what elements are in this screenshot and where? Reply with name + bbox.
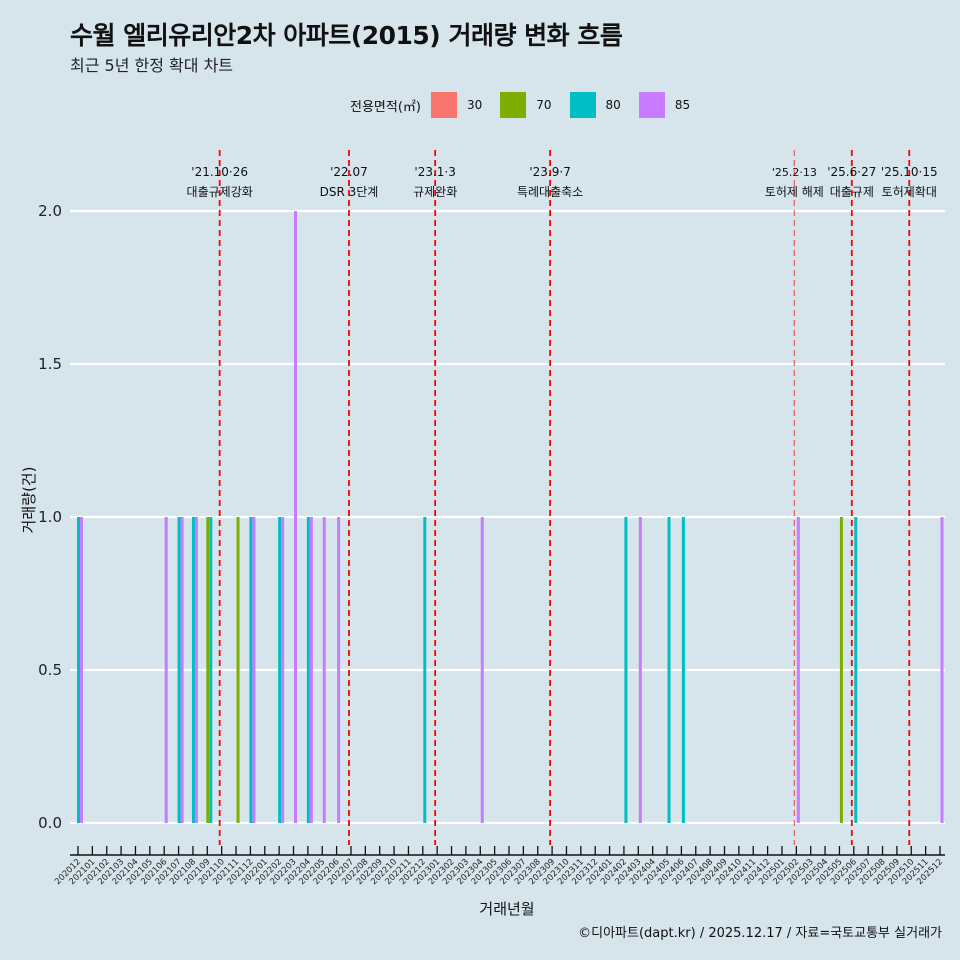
legend: 전용면적(㎡) 30 70 80 85 [350,92,708,118]
bar-202506-80 [854,517,858,823]
bar-202206-85 [337,517,341,823]
bar-202012-80 [77,517,80,823]
event-date: '23.1·3 [414,165,455,179]
bar-202111-70 [236,517,240,823]
bar-202107-80 [177,517,181,823]
bar-202212-80 [423,517,427,823]
event-date: '25.10·15 [881,165,938,179]
bar-202512-85 [940,517,944,823]
event-label: 대출규제강화 [187,185,253,199]
event-date: '22.07 [330,165,368,179]
bar-202106-85 [164,517,168,823]
y-axis-title: 거래량(건) [20,467,38,534]
event-label: 토허제 해제 [765,185,824,199]
bar-202406-80 [681,517,685,823]
chart-subtitle: 최근 5년 한정 확대 차트 [70,56,234,75]
event-date: '23.9·7 [529,165,570,179]
bar-202405-80 [667,517,671,823]
x-axis-title: 거래년월 [479,900,534,918]
event-label: 특례대출축소 [517,185,583,199]
bar-202112-85 [252,517,256,823]
bar-202304-85 [480,517,484,823]
event-label: 규제완화 [413,185,457,199]
legend-label-70: 70 [536,98,552,112]
bar-202502-85 [796,517,800,823]
chart-title: 수월 엘리유리안2차 아파트(2015) 거래량 변화 흐름 [70,21,623,50]
bar-202108-85 [194,517,198,823]
legend-label-30: 30 [466,98,483,112]
bar-202112-80 [249,517,253,823]
legend-key-70 [500,92,527,118]
bar-202108-80 [191,517,195,823]
y-tick-label: 0.0 [38,814,62,832]
bar-202012-85 [80,517,83,823]
source-caption: ©디아파트(dapt.kr) / 2025.12.17 / 자료=국토교통부 실… [578,926,942,941]
event-label: 대출규제 [830,185,874,199]
event-date: '25.2·13 [772,166,817,179]
bar-202402-80 [624,517,628,823]
event-date: '21.10·26 [191,165,248,179]
bar-202107-85 [180,517,184,823]
event-date: '25.6·27 [827,165,876,179]
legend-label-80: 80 [605,98,621,112]
legend-label-85: 85 [674,98,691,112]
legend-key-30 [430,92,457,118]
bar-202109-80 [209,517,213,823]
y-tick-label: 1.0 [38,508,62,526]
bar-202202-80 [278,517,282,823]
event-label: DSR 3단계 [320,185,379,199]
event-label: 토허제확대 [882,185,937,199]
bar-202403-85 [638,517,642,823]
bar-202204-80 [306,517,310,823]
y-tick-label: 2.0 [38,202,62,220]
y-tick-label: 1.5 [38,355,62,373]
bar-202505-70 [839,517,843,823]
y-tick-label: 0.5 [38,661,62,679]
bar-202204-85 [309,517,313,823]
legend-key-80 [569,92,596,118]
bar-202109-70 [206,517,210,823]
bar-202202-85 [281,517,285,823]
bar-202205-85 [322,517,326,823]
bar-202203-85 [294,211,297,823]
legend-title: 전용면적(㎡) [350,99,421,115]
legend-key-85 [638,92,665,118]
